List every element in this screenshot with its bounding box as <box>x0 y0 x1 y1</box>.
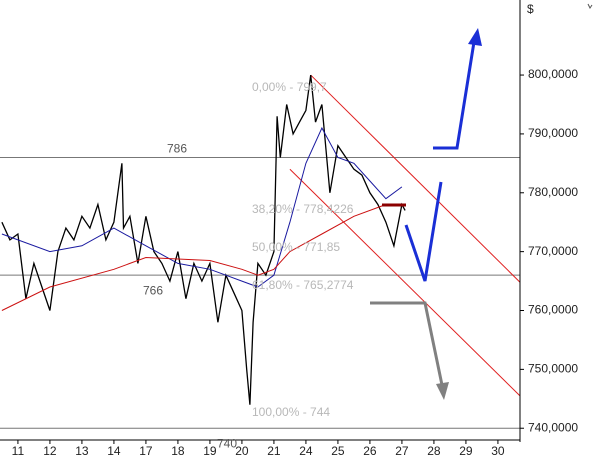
y-tick-label: 790,0000 <box>528 126 578 140</box>
x-tick-label: 25 <box>331 444 345 458</box>
y-tick-label: 780,0000 <box>528 185 578 199</box>
x-tick-label: 12 <box>43 444 57 458</box>
up-arrow <box>433 41 476 150</box>
x-tick-label: 29 <box>459 444 473 458</box>
trend-line <box>310 74 521 283</box>
down-arrow <box>370 301 444 386</box>
y-tick-label: 760,0000 <box>528 303 578 317</box>
level-label: 766 <box>143 283 163 297</box>
v-arrow <box>404 181 443 282</box>
y-tick-label: 750,0000 <box>528 362 578 376</box>
y-tick-label: 770,0000 <box>528 244 578 258</box>
y-tick-label: 800,0000 <box>528 67 578 81</box>
level-label: 786 <box>167 142 187 156</box>
trend-line <box>289 168 521 397</box>
fib-label: 100,00% - 744 <box>252 405 330 419</box>
x-tick-label: 21 <box>267 444 281 458</box>
x-tick-label: 20 <box>235 444 249 458</box>
fib-label: 50,00% - 771,85 <box>252 240 340 254</box>
x-tick-label: 30 <box>491 444 505 458</box>
plot-area <box>0 74 521 429</box>
fib-label: 38,20% - 778,4226 <box>252 202 354 216</box>
currency-label: $ <box>527 2 534 16</box>
y-tick-label: 740,0000 <box>528 420 578 434</box>
price-line <box>1 126 403 288</box>
fib-label: 0,00% - 799,7 <box>252 80 327 94</box>
x-tick-label: 24 <box>299 444 313 458</box>
price-line <box>1 204 402 311</box>
x-tick-label: 19 <box>203 444 217 458</box>
price-line <box>1 75 406 405</box>
x-tick-label: 17 <box>139 444 153 458</box>
down-arrow-head <box>436 382 449 400</box>
fib-label: 61,80% - 765,2774 <box>252 278 354 292</box>
x-tick-label: 13 <box>75 444 89 458</box>
x-tick-label: 26 <box>363 444 377 458</box>
x-tick-label: 27 <box>395 444 409 458</box>
x-tick-label: 28 <box>427 444 441 458</box>
x-tick-label: 18 <box>171 444 185 458</box>
x-tick-label: 11 <box>12 444 25 458</box>
corner-icon <box>587 3 593 9</box>
level-label: 740 <box>217 436 237 450</box>
x-tick-label: 14 <box>107 444 121 458</box>
up-arrow-head <box>468 28 482 46</box>
